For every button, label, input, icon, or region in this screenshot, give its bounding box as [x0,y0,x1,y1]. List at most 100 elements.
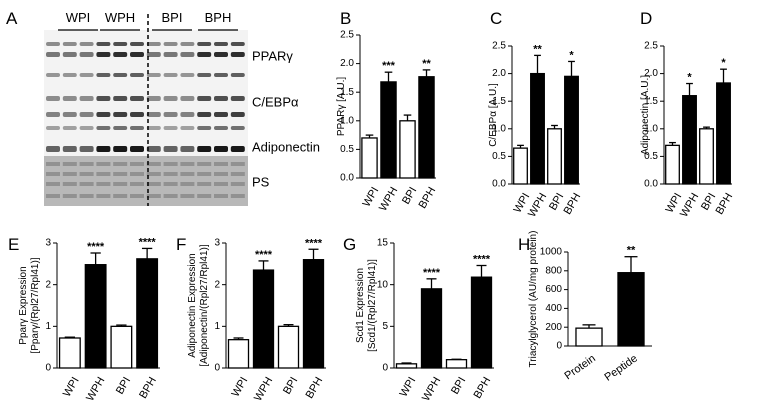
y-tick-label: 10 [377,279,389,290]
y-axis-label: Triacylglycerol (AU/mg protein) [528,231,539,368]
y-axis-label: Adiponectin Expression [187,253,198,358]
x-tick-label: WPH [84,375,107,403]
ps-band [113,182,128,186]
bar [699,128,714,185]
blot-band [214,146,228,152]
panel-letter: H [518,235,530,254]
y-tick-label: 2.5 [644,41,658,52]
blot-band [62,52,77,57]
blot-band [79,112,94,117]
blot-band [163,112,178,117]
bar [665,144,680,185]
bar [418,76,435,179]
ps-band [96,194,111,198]
y-tick-label: 1 [214,321,220,332]
blot-band [146,112,161,117]
blot-band [113,73,128,77]
blot-band [197,146,212,152]
y-tick-label: 0.0 [340,173,354,184]
blot-band [180,112,195,117]
x-tick-label: BPI [281,375,300,396]
y-tick-label: 1.5 [340,87,354,98]
x-tick-label: WPI [230,375,251,399]
y-tick-label: 2 [214,279,220,290]
y-tick-label: 0.0 [492,179,506,190]
bar [470,276,493,369]
y-axis-label: Pparγ Expression [18,266,29,344]
y-tick-label: 0 [382,363,388,374]
x-tick-label: WPI [398,375,419,399]
ps-band [214,194,228,198]
blot-band [197,96,212,101]
blot-band [130,73,144,77]
significance-label: **** [87,241,105,253]
significance-label: *** [382,60,396,72]
y-axis-label: Adiponectin [A.U.] [640,75,651,155]
ps-band [214,162,228,166]
panel-letter: D [640,9,652,28]
y-tick-label: 0 [214,363,220,374]
bar [445,359,468,369]
x-tick-label: BPH [562,191,584,217]
blot-band [79,146,94,152]
y-tick-label: 1.5 [492,96,506,107]
blot-band [62,126,77,130]
blot-band [62,96,77,101]
lane-label: WPH [105,10,135,25]
panel-letter: E [8,235,19,254]
blot-band [79,73,94,77]
ps-band [96,172,111,176]
y-tick-label: 2.0 [340,58,354,69]
band-label: C/EBPα [252,94,299,109]
blot-band [130,52,144,57]
y-tick-label: 0 [556,341,562,352]
blot-band [214,96,228,101]
bar [110,325,133,369]
ps-band [130,194,144,198]
ps-band [113,194,128,198]
blot-band [130,42,144,46]
ps-band [197,162,212,166]
blot-band [180,96,195,101]
blot-band [113,126,128,130]
ps-band [146,172,161,176]
blot-band [146,42,161,46]
ps-band [214,172,228,176]
panel-letter: F [176,235,186,254]
ps-band [146,182,161,186]
ps-band [163,182,178,186]
blot-band [197,42,212,46]
y-axis-label: C/EBPα [A.U.] [488,83,499,147]
ps-band [197,182,212,186]
blot-band [197,73,212,77]
blot-band [46,146,60,152]
bar [136,258,159,369]
blot-band [180,42,195,46]
blot-band [214,42,228,46]
blot-bands [46,42,245,198]
panel-letter: A [6,9,18,28]
x-tick-label: WPH [420,375,443,403]
ps-band [46,194,60,198]
ps-band [146,194,161,198]
blot-band [146,52,161,57]
blot-band [180,73,195,77]
ps-band [197,194,212,198]
y-tick-label: 2 [45,279,51,290]
x-tick-label: BPH [472,375,494,401]
lane-label: BPH [205,10,232,25]
blot-band [130,126,144,130]
bar [564,75,579,185]
y-tick-label: 5 [382,321,388,332]
ps-band [230,194,245,198]
blot-band [96,112,111,117]
blot-band [146,96,161,101]
blot-band [130,112,144,117]
blot-band [163,73,178,77]
y-tick-label: 15 [377,238,389,249]
blot-band [230,42,245,46]
bar [530,72,545,185]
blot-band [62,146,77,152]
band-label: Adiponectin [252,139,320,154]
